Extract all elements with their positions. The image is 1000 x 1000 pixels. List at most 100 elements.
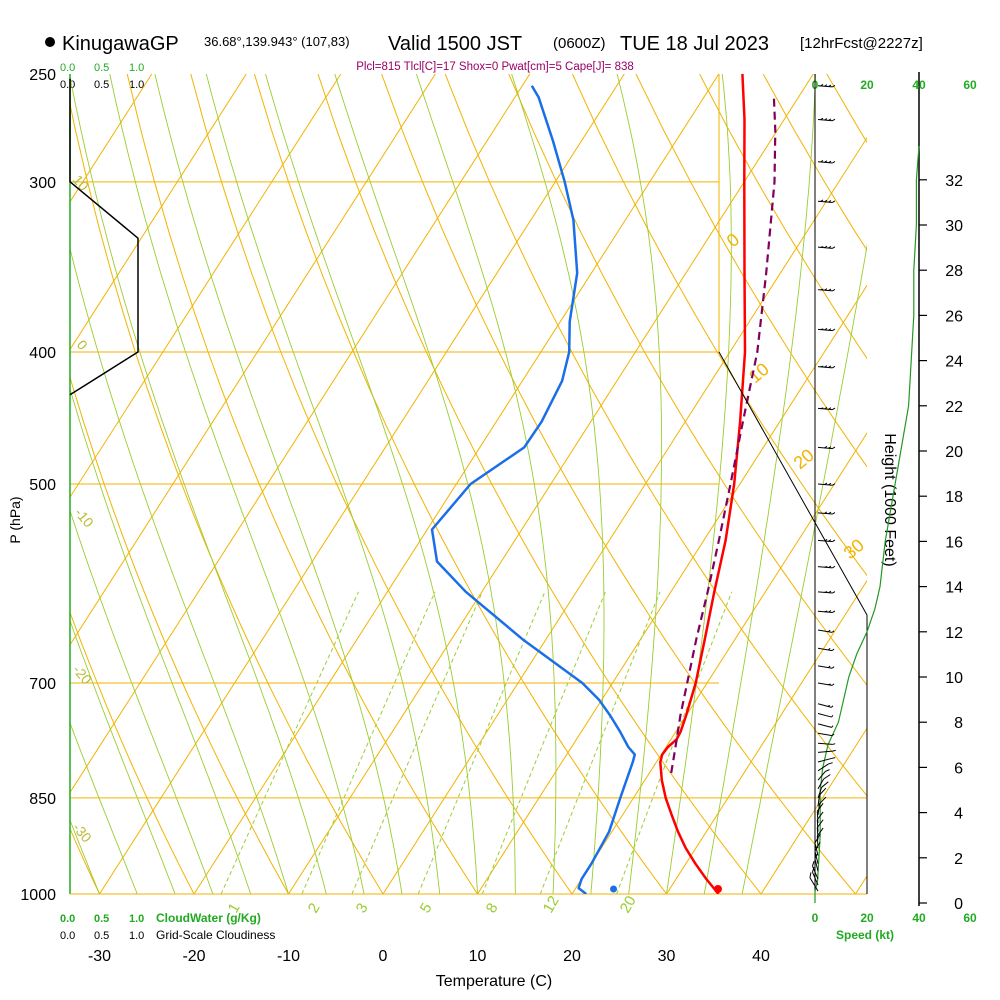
dry-adiabat bbox=[126, 74, 478, 894]
wind-barb-flag bbox=[824, 511, 828, 514]
wind-barb-shaft bbox=[817, 787, 823, 799]
wind-barb-shaft bbox=[817, 682, 833, 686]
valid-time: Valid 1500 JST bbox=[388, 33, 522, 55]
pressure-tick-label: 850 bbox=[29, 791, 56, 808]
wind-barb-flag bbox=[832, 84, 836, 88]
wind-barb bbox=[817, 647, 835, 652]
height-tick-label: 22 bbox=[945, 399, 963, 416]
wind-barb-flag bbox=[832, 288, 836, 292]
speed-bottom-tick-40: 40 bbox=[912, 911, 926, 925]
moist-adiabat bbox=[666, 74, 732, 894]
wind-barb bbox=[817, 732, 835, 737]
wind-barb-flag bbox=[832, 446, 836, 450]
height-tick-label: 26 bbox=[945, 308, 963, 325]
mixing-ratio-line bbox=[616, 591, 733, 894]
surface-temp-marker bbox=[713, 885, 722, 893]
temperature-tick-label: -10 bbox=[277, 948, 300, 965]
wind-barb-flag bbox=[828, 762, 833, 765]
cloudiness-tick-0: 0.0 bbox=[60, 79, 75, 91]
moist-adiabat bbox=[741, 243, 867, 894]
cloud-scale-top: 0.0 0.5 1.0 0.0 0.5 1.0 bbox=[60, 62, 144, 91]
isotherm-line bbox=[477, 284, 867, 894]
cloudwater-bottom-tick-0: 0.0 bbox=[60, 913, 75, 925]
mixing-ratio-line bbox=[351, 591, 483, 894]
height-tick-label: 30 bbox=[945, 218, 963, 235]
wind-barb-shaft bbox=[816, 819, 819, 832]
surface-dewpoint-marker bbox=[610, 885, 618, 893]
wind-barb-shaft bbox=[817, 742, 833, 745]
wind-barb bbox=[817, 590, 836, 594]
wind-barb bbox=[817, 742, 836, 745]
temperature-ticks: -30 -20 -10 0 10 20 30 40 bbox=[88, 948, 770, 965]
pressure-tick-label: 500 bbox=[29, 477, 56, 494]
cloudiness-tick-2: 1.0 bbox=[129, 79, 144, 91]
background-lines bbox=[70, 74, 867, 894]
wind-barb bbox=[817, 610, 836, 613]
height-tick-label: 28 bbox=[945, 263, 963, 280]
wind-barb-flag bbox=[828, 446, 832, 449]
wind-barb-shaft bbox=[817, 803, 821, 816]
wind-barb-flag bbox=[824, 245, 828, 249]
wind-barb-flag bbox=[828, 84, 832, 88]
moist-adiabat bbox=[511, 74, 605, 894]
wind-barb-shaft bbox=[812, 865, 819, 880]
wind-barb bbox=[817, 682, 835, 686]
cloudwater-bottom-tick-1: 0.5 bbox=[94, 913, 109, 925]
pressure-tick-label: 1000 bbox=[20, 887, 56, 904]
wind-barb-flag bbox=[828, 200, 832, 203]
wind-barb bbox=[817, 703, 834, 708]
forecast-info: [12hrFcst@2227z] bbox=[800, 35, 923, 52]
wind-barb bbox=[817, 511, 836, 515]
cloudwater-tick-2: 1.0 bbox=[129, 62, 144, 74]
wind-barb bbox=[817, 199, 836, 203]
isotherm-line bbox=[70, 74, 247, 351]
wind-barb-flag bbox=[825, 769, 830, 772]
wind-barb-shaft bbox=[817, 757, 832, 763]
moist-adiabat bbox=[70, 387, 252, 894]
wind-barb-flag bbox=[832, 539, 836, 543]
cloudiness-bottom-tick-1: 0.5 bbox=[94, 930, 109, 942]
wind-barb bbox=[809, 872, 819, 892]
cloudiness-bottom-tick-2: 1.0 bbox=[129, 930, 144, 942]
moist-adiabat bbox=[154, 74, 403, 894]
traces bbox=[430, 74, 777, 894]
wind-barb-flag bbox=[811, 861, 815, 867]
wind-barb bbox=[817, 665, 835, 669]
wind-barb-flag bbox=[824, 610, 828, 613]
wind-barb-flag bbox=[820, 117, 824, 121]
dry-adiabat-label: 0 bbox=[723, 229, 744, 251]
pressure-tick-label: 700 bbox=[29, 676, 56, 693]
wind-barb-shaft bbox=[817, 763, 829, 772]
wind-barb bbox=[817, 445, 836, 450]
wind-barb-shaft bbox=[817, 713, 832, 718]
wind-barb bbox=[817, 774, 831, 790]
mixing-ratio-label: 3 bbox=[353, 900, 372, 916]
dry-adiabat bbox=[635, 74, 867, 468]
height-tick-label: 10 bbox=[945, 670, 963, 687]
wind-barb-flag bbox=[832, 365, 836, 369]
wind-barb-flag bbox=[816, 811, 824, 821]
wind-barb-flag bbox=[831, 725, 834, 728]
dry-adiabat-label: 30 bbox=[840, 535, 868, 563]
mixing-ratio-label: 20 bbox=[617, 893, 640, 916]
moist-adiabat bbox=[109, 74, 365, 894]
mixing-ratio-label: 2 bbox=[305, 900, 324, 916]
wind-barb bbox=[817, 796, 827, 816]
dry-adiabat bbox=[190, 74, 573, 894]
wind-barb-flag bbox=[827, 705, 831, 707]
wind-barb-flag bbox=[832, 118, 836, 122]
wind-barb-flag bbox=[831, 683, 835, 686]
mixing-ratio-line bbox=[481, 591, 606, 894]
moist-adiabat bbox=[70, 246, 289, 894]
speed-top-tick-40: 40 bbox=[912, 78, 926, 92]
dry-adiabat bbox=[70, 610, 195, 894]
wind-barb bbox=[817, 117, 836, 122]
wind-barb bbox=[817, 787, 827, 807]
isotherm-line bbox=[760, 727, 867, 894]
wind-barb-flag bbox=[832, 512, 836, 515]
wind-barb-flag bbox=[828, 683, 831, 686]
sounding-params: Plcl=815 Tlcl[C]=17 Shox=0 Pwat[cm]=5 Ca… bbox=[356, 61, 634, 73]
speed-top-tick-20: 20 bbox=[860, 78, 874, 92]
dry-adiabat bbox=[826, 74, 867, 144]
mixing-ratio-line bbox=[220, 591, 359, 894]
